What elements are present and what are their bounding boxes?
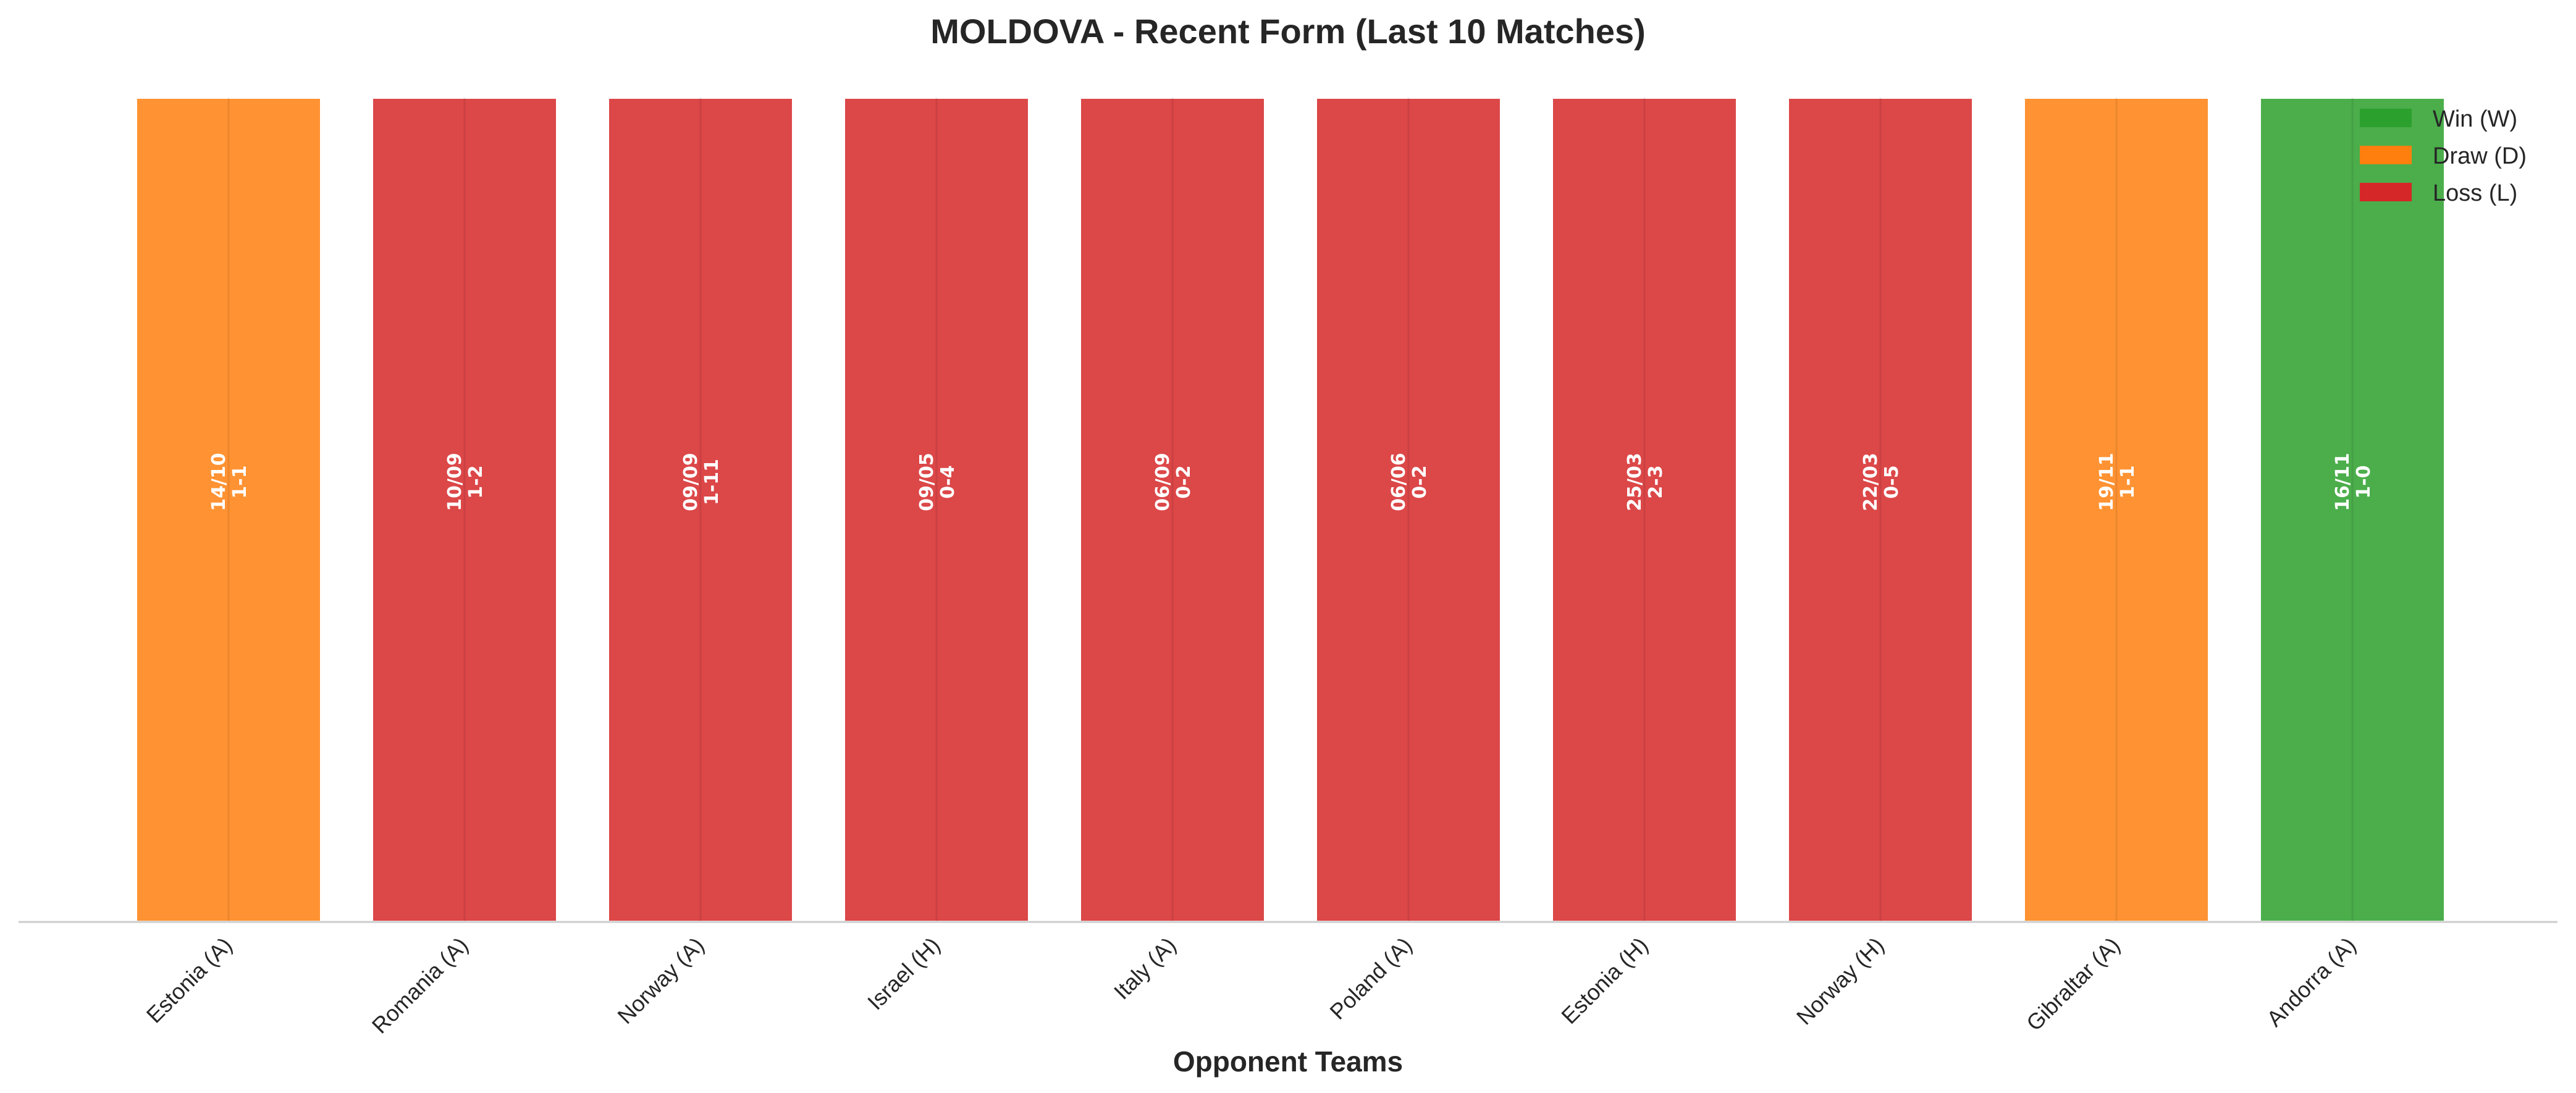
x-tick-label-7: Estonia (H) bbox=[1556, 932, 1652, 1029]
x-tick-label-6: Poland (A) bbox=[1324, 932, 1416, 1024]
tick-labels: Estonia (A) Romania (A) Norway (A) Israel (… bbox=[141, 932, 2361, 1039]
bar-score: 1-1 bbox=[229, 465, 251, 498]
bar-score: 0-4 bbox=[937, 465, 959, 498]
bar-date: 14/10 bbox=[208, 453, 230, 511]
bar-date: 19/11 bbox=[2096, 453, 2118, 511]
chart-title: MOLDOVA - Recent Form (Last 10 Matches) bbox=[930, 12, 1646, 51]
bar-score: 0-5 bbox=[1881, 465, 1903, 498]
bar-10 bbox=[2258, 96, 2446, 923]
bar-date: 22/03 bbox=[1860, 453, 1882, 511]
bar-label-9: 19/111-1 bbox=[2096, 453, 2139, 511]
bar-5 bbox=[1079, 96, 1266, 923]
bar-label-2: 10/091-2 bbox=[444, 453, 487, 511]
bar-date: 10/09 bbox=[444, 453, 466, 511]
bar-label-3: 09/091-11 bbox=[680, 453, 723, 511]
legend-label-d: Draw (D) bbox=[2433, 143, 2527, 169]
bar-label-10: 16/111-0 bbox=[2332, 453, 2375, 511]
legend-swatch-l bbox=[2360, 183, 2412, 201]
bar-label-7: 25/032-3 bbox=[1624, 453, 1667, 511]
bars-layer: 14/101-1 10/091-2 09/091-11 09/050-4 06/090-… bbox=[135, 96, 2446, 923]
x-tick-label-2: Romania (A) bbox=[367, 932, 473, 1039]
bar-4 bbox=[843, 96, 1030, 923]
bar-date: 09/09 bbox=[680, 453, 702, 511]
bar-date: 25/03 bbox=[1624, 453, 1646, 511]
bar-score: 1-11 bbox=[701, 459, 723, 505]
bar-label-1: 14/101-1 bbox=[208, 453, 251, 511]
bar-date: 16/11 bbox=[2332, 453, 2354, 511]
x-tick-label-3: Norway (A) bbox=[612, 932, 709, 1029]
bar-score: 1-2 bbox=[465, 465, 487, 498]
bar-label-6: 06/060-2 bbox=[1388, 453, 1431, 511]
bar-date: 06/09 bbox=[1152, 453, 1174, 511]
bar-label-5: 06/090-2 bbox=[1152, 453, 1195, 511]
x-tick-label-10: Andorra (A) bbox=[2262, 932, 2361, 1032]
bar-score: 1-1 bbox=[2117, 465, 2139, 498]
bar-score: 0-2 bbox=[1409, 465, 1431, 498]
x-tick-label-1: Estonia (A) bbox=[141, 932, 237, 1028]
bar-8 bbox=[1787, 96, 1974, 923]
bar-6 bbox=[1315, 96, 1502, 923]
legend: Win (W) Draw (D) Loss (L) bbox=[2360, 106, 2527, 206]
bar-3 bbox=[607, 96, 794, 923]
x-tick-label-9: Gibraltar (A) bbox=[2021, 932, 2125, 1036]
bar-label-8: 22/030-5 bbox=[1860, 453, 1903, 511]
bar-9 bbox=[2022, 96, 2210, 923]
bar-score: 2-3 bbox=[1645, 465, 1667, 498]
bar-score: 0-2 bbox=[1173, 465, 1195, 498]
bar-1 bbox=[135, 96, 322, 923]
legend-label-l: Loss (L) bbox=[2433, 180, 2517, 206]
bar-7 bbox=[1551, 96, 1738, 923]
x-tick-label-5: Italy (A) bbox=[1109, 932, 1181, 1005]
bar-date: 06/06 bbox=[1388, 453, 1410, 511]
legend-label-w: Win (W) bbox=[2433, 106, 2517, 132]
x-axis-label: Opponent Teams bbox=[1173, 1045, 1403, 1078]
x-tick-label-8: Norway (H) bbox=[1791, 932, 1889, 1030]
bar-label-4: 09/050-4 bbox=[916, 453, 959, 511]
x-tick-label-4: Israel (H) bbox=[862, 932, 945, 1015]
legend-swatch-d bbox=[2360, 146, 2412, 164]
bar-score: 1-0 bbox=[2353, 465, 2375, 498]
legend-swatch-w bbox=[2360, 109, 2412, 127]
bar-date: 09/05 bbox=[916, 453, 938, 511]
bar-2 bbox=[371, 96, 558, 923]
